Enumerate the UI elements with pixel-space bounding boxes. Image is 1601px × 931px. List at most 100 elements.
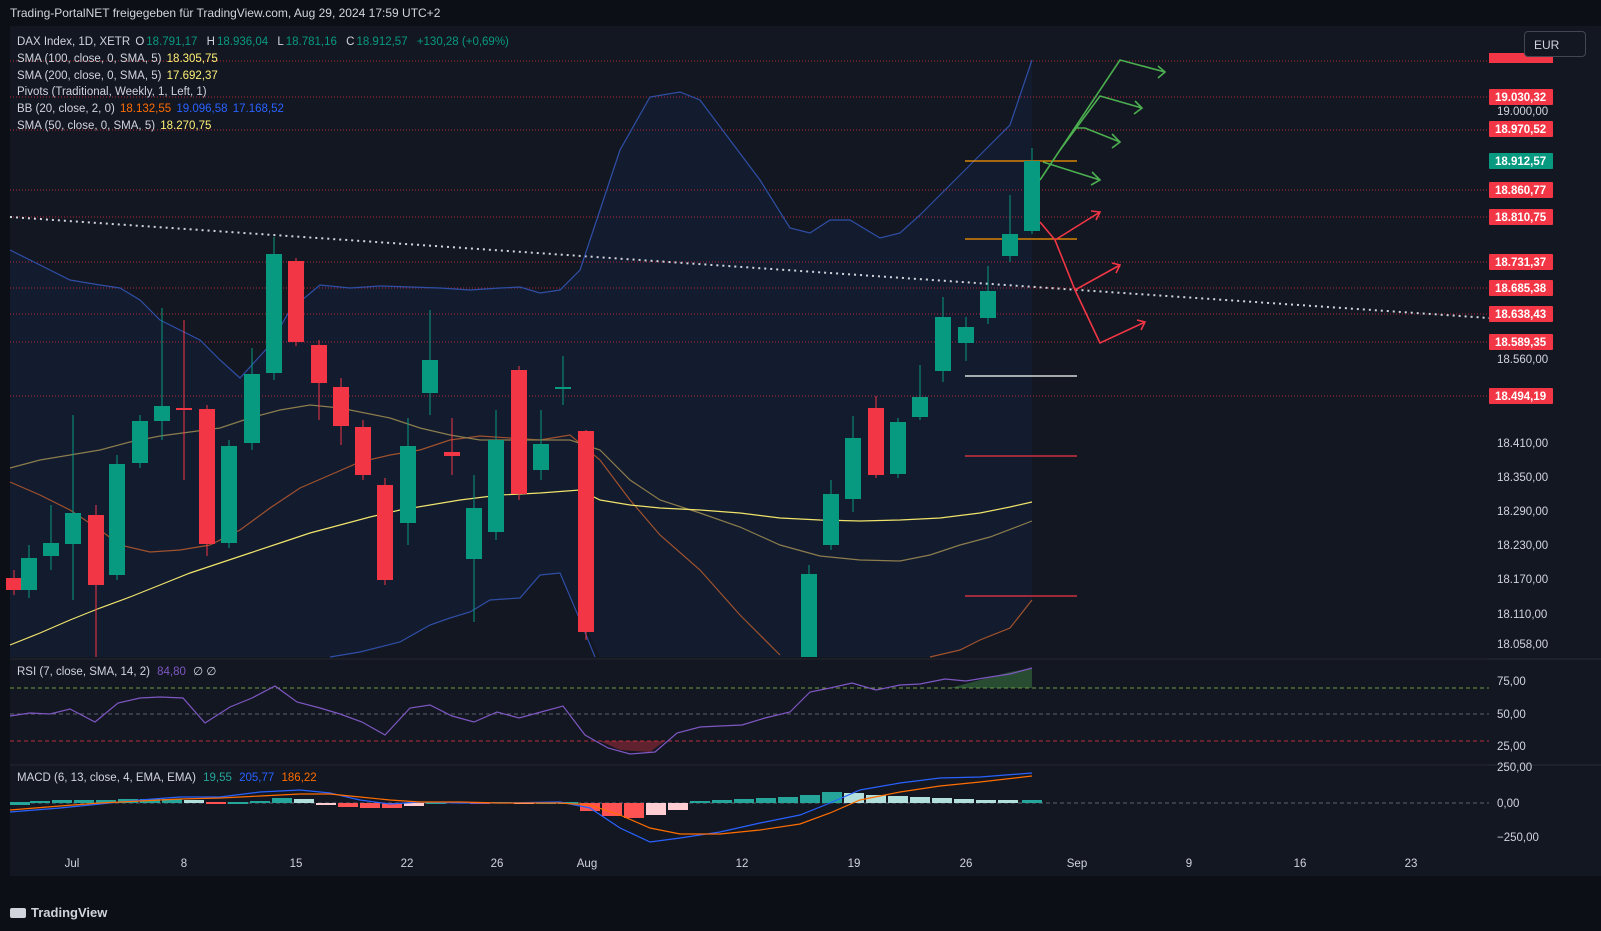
rsi-tick-label: 75,00 (1497, 676, 1526, 688)
candle-body (868, 408, 884, 475)
time-tick-label: 12 (736, 858, 749, 870)
price-tag-label: 18.685,38 (1495, 283, 1547, 295)
candle (466, 475, 482, 622)
sma50-name: SMA (50, close, 0, SMA, 5) (17, 119, 156, 132)
macd-hist-bar (844, 793, 864, 803)
time-axis[interactable]: Jul 8 15 22 26 Aug 12 19 26 Sep 9 16 23 (65, 858, 1418, 870)
macd-hist-bar (74, 800, 94, 803)
macd-hist-bar (888, 796, 908, 803)
price-tag-red[interactable]: 18.685,38 (1489, 280, 1553, 296)
symbol-row[interactable]: DAX Index, 1D, XETR O 18.791,17 H 18.936,0… (17, 34, 511, 51)
macd-histogram (10, 792, 1042, 818)
macd-name: MACD (6, 13, close, 4, EMA, EMA) (17, 772, 196, 784)
macd-hist-bar (866, 795, 886, 803)
candle (980, 266, 996, 324)
trend-line[interactable] (9, 216, 1490, 319)
current-price-tag[interactable]: 18.912,57 (1489, 153, 1553, 169)
macd-legend[interactable]: MACD (6, 13, close, 4, EMA, EMA) 19,55 2… (17, 772, 317, 784)
candle-body (845, 438, 861, 499)
candle (823, 480, 839, 550)
rsi-pane[interactable] (10, 660, 1489, 764)
pivots-name: Pivots (Traditional, Weekly, 1, Left, 1) (17, 86, 207, 99)
time-tick-label: 22 (401, 858, 414, 870)
candle-body (355, 427, 371, 475)
price-tag-red[interactable]: 18.731,37 (1489, 254, 1553, 270)
macd-hist-bar (954, 799, 974, 803)
rsi-extra: ∅ ∅ (193, 666, 217, 678)
time-tick-label: 8 (181, 858, 187, 870)
bb-upper-line (9, 59, 1033, 379)
macd-hist-bar (712, 800, 732, 803)
candle (377, 478, 393, 585)
bb-lower-line (329, 572, 596, 658)
footer: TradingView (0, 896, 1601, 931)
candles[interactable] (6, 148, 1040, 657)
rsi-value: 84,80 (157, 666, 186, 678)
price-tag-bg (1489, 254, 1553, 270)
bull-scenario-arrows[interactable] (1039, 59, 1167, 186)
candle-body (88, 515, 104, 585)
candle (6, 570, 22, 595)
rsi-legend[interactable]: RSI (7, close, SMA, 14, 2) 84,80 ∅ ∅ (17, 664, 216, 678)
price-tag-red[interactable]: 19.030,32 (1489, 89, 1553, 105)
price-tag-red[interactable]: 18.970,52 (1489, 121, 1553, 137)
candle (221, 440, 237, 548)
macd-hist-bar (404, 803, 424, 806)
candle-body (176, 408, 192, 410)
candle (444, 418, 460, 475)
price-tag-bg (1489, 182, 1553, 198)
candle (154, 308, 170, 440)
price-tag-red[interactable]: 18.860,77 (1489, 182, 1553, 198)
price-tag-bg (1489, 121, 1553, 137)
macd-hist-bar (976, 800, 996, 803)
macd-hist-bar (338, 803, 358, 807)
rsi-name: RSI (7, close, SMA, 14, 2) (17, 666, 150, 678)
pivots-row[interactable]: Pivots (Traditional, Weekly, 1, Left, 1) (17, 84, 511, 101)
macd-hist-bar (756, 798, 776, 803)
price-tag-label: 18.860,77 (1495, 185, 1546, 197)
candle (868, 396, 884, 478)
time-tick-label: Aug (577, 858, 597, 870)
candle-body (21, 558, 37, 590)
macd-hist-bar (316, 803, 336, 805)
candle-body (890, 422, 906, 474)
candle (109, 455, 125, 580)
rsi-axis[interactable]: 75,00 50,00 25,00 (1497, 676, 1526, 753)
bear-scenario-arrows[interactable] (1039, 210, 1147, 345)
bb-upper-value: 19.096,58 (176, 103, 228, 116)
currency-button[interactable]: EUR (1524, 31, 1586, 57)
candle-body (199, 409, 215, 544)
sma100-name: SMA (100, close, 0, SMA, 5) (17, 52, 162, 65)
sma100-row[interactable]: SMA (100, close, 0, SMA, 5) 18.305,75 (17, 51, 511, 68)
macd-axis[interactable]: 250,00 0,00 −250,00 (1497, 762, 1539, 844)
price-tag-red[interactable]: 18.494,19 (1489, 388, 1553, 404)
tradingview-icon (10, 908, 26, 918)
time-tick-label: Jul (65, 858, 80, 870)
price-tag-red[interactable]: 18.638,43 (1489, 306, 1553, 322)
candle-body (422, 360, 438, 393)
tradingview-logo[interactable]: TradingView (10, 905, 107, 920)
price-tag-red[interactable]: 18.589,35 (1489, 334, 1553, 350)
sma50-row[interactable]: SMA (50, close, 0, SMA, 5) 18.270,75 (17, 118, 511, 135)
time-tick-label: 15 (290, 858, 303, 870)
candle-body (958, 327, 974, 343)
macd-hist-bar (998, 800, 1018, 803)
sma200-row[interactable]: SMA (200, close, 0, SMA, 5) 17.692,37 (17, 68, 511, 85)
candle-body (1002, 234, 1018, 256)
candle-body (400, 446, 416, 523)
time-tick-label: 26 (960, 858, 973, 870)
macd-hist-bar (734, 799, 754, 803)
price-tag-red[interactable]: 18.810,75 (1489, 209, 1553, 225)
macd-pane[interactable] (10, 766, 1489, 850)
candle (422, 310, 438, 415)
price-axis[interactable]: 19.000,00 18.560,00 18.410,00 18.350,00 18.2… (1489, 53, 1553, 651)
brand-name: TradingView (31, 905, 108, 920)
candle-body (511, 370, 527, 494)
price-tick-label: 18.290,00 (1497, 506, 1548, 518)
time-tick-label: 9 (1186, 858, 1192, 870)
bb-lower-line-2 (929, 599, 1033, 658)
price-tick-label: 18.410,00 (1497, 438, 1548, 450)
bb-row[interactable]: BB (20, close, 2, 0) 18.132,55 19.096,58… (17, 101, 511, 118)
macd-hist-bar (800, 795, 820, 803)
